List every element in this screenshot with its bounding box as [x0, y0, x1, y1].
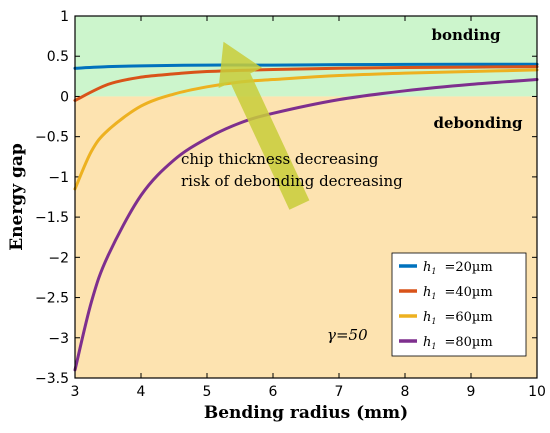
y-tick-label: −3.5	[35, 371, 69, 387]
x-axis-title: Bending radius (mm)	[204, 403, 408, 423]
x-tick-label: 4	[137, 384, 146, 400]
annotation-line-1: chip thickness decreasing	[181, 150, 379, 168]
y-tick-label: −2	[48, 250, 69, 266]
trend-arrow	[218, 41, 310, 210]
tick-labels: 3 4 5 6 7 8 9 10 1 0.5 0 −0.5 −1 −1.5 −2 −2.5 −3 −3.5	[35, 9, 546, 400]
trend-arrow-shape	[218, 41, 310, 210]
bonding-label: bonding	[432, 26, 501, 44]
legend-label-2: h1 =40µm	[423, 285, 493, 301]
y-tick-label: 0	[60, 89, 69, 105]
x-tick-label: 10	[528, 384, 546, 400]
y-tick-label: −1	[48, 170, 69, 186]
plot-frame	[74, 15, 538, 379]
series-line-4	[73, 78, 539, 372]
x-tick-label: 9	[467, 384, 476, 400]
legend: h1 =20µm h1 =40µm h1 =60µm h1 =80µm	[391, 252, 527, 357]
y-tick-label: −1.5	[35, 210, 69, 226]
legend-label-3: h1 =60µm	[423, 310, 493, 326]
debonding-label: debonding	[433, 114, 523, 132]
y-tick-label: 1	[60, 9, 69, 25]
legend-label-1: h1 =20µm	[423, 260, 493, 276]
y-tick-label: −3	[48, 331, 69, 347]
annotation-line-2: risk of debonding decreasing	[181, 172, 403, 190]
y-axis-title: Energy gap	[7, 143, 27, 251]
y-tick-label: 0.5	[47, 49, 69, 65]
gamma-label: γ=50	[327, 326, 368, 344]
legend-label-4: h1 =80µm	[423, 335, 493, 351]
series-line-1	[73, 62, 539, 70]
y-tick-label: −0.5	[35, 130, 69, 146]
x-tick-label: 8	[401, 384, 410, 400]
legend-box	[391, 252, 527, 357]
y-tick-label: −2.5	[35, 291, 69, 307]
x-tick-label: 6	[269, 384, 278, 400]
x-tick-label: 7	[335, 384, 344, 400]
x-tick-label: 3	[71, 384, 80, 400]
region-bonding	[75, 16, 537, 97]
x-tick-label: 5	[203, 384, 212, 400]
